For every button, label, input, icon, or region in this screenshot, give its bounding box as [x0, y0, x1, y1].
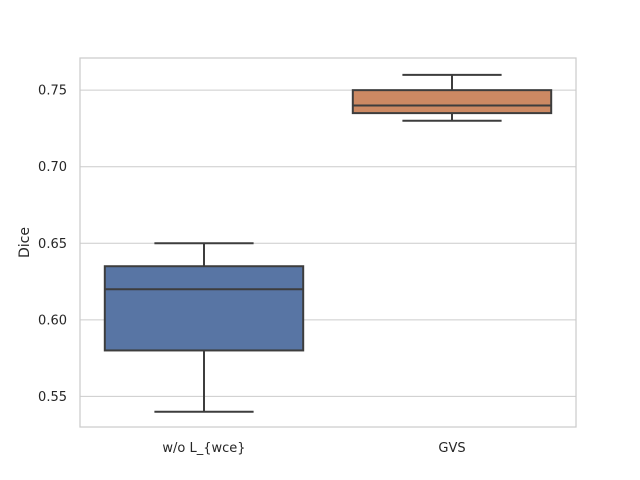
plot-frame: [79, 57, 577, 428]
x-tick-labels: w/o L_{wce} GVS: [162, 441, 465, 456]
y-tick-label: 0.70: [38, 160, 67, 175]
y-tick-label: 0.65: [38, 237, 67, 252]
y-tick-label: 0.60: [38, 313, 67, 328]
box-1: [351, 73, 553, 122]
x-tick-label: GVS: [438, 441, 465, 456]
y-tick-labels: 0.55 0.60 0.65 0.70 0.75: [38, 84, 67, 405]
y-tick-label: 0.55: [38, 390, 67, 405]
x-tick-label: w/o L_{wce}: [162, 441, 245, 456]
y-axis-label: Dice: [17, 227, 33, 258]
box-body: [351, 89, 553, 115]
y-tick-label: 0.75: [38, 84, 67, 99]
boxes: [103, 73, 553, 413]
box-body: [103, 265, 305, 352]
box-0: [103, 242, 305, 413]
